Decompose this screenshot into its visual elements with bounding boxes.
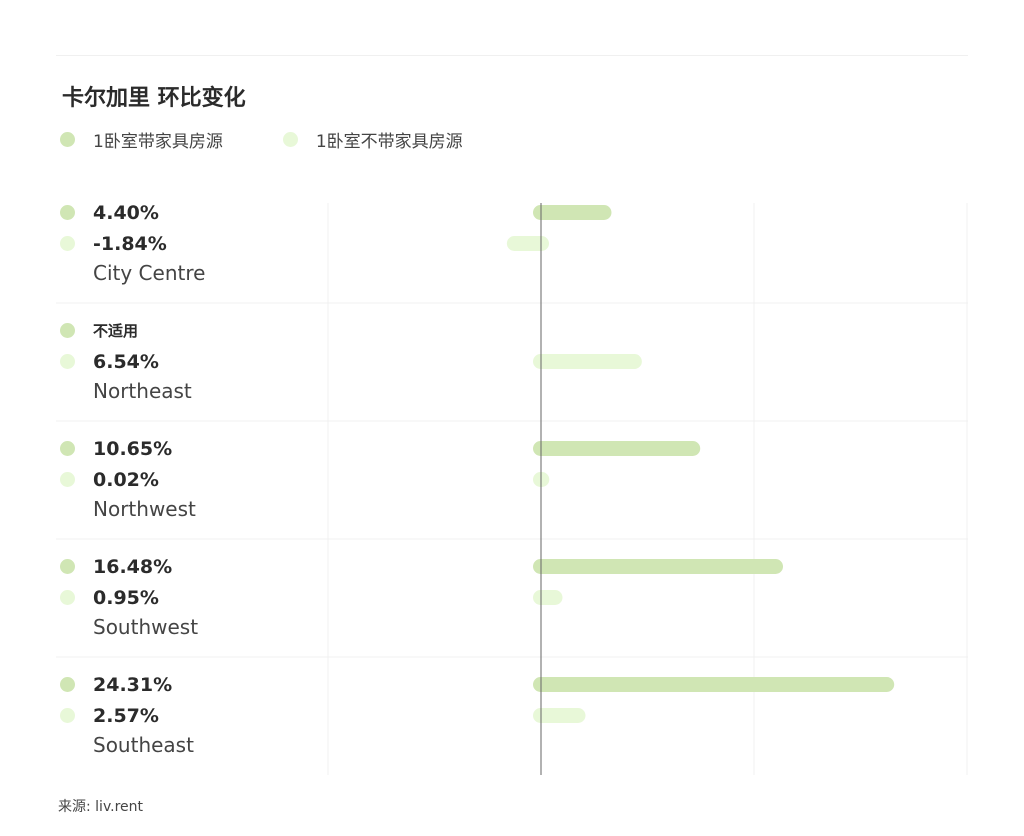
value-label: 6.54%	[60, 346, 320, 377]
chart-title: 卡尔加里 环比变化	[62, 86, 246, 111]
legend-item-furnished: 1卧室带家具房源	[60, 127, 223, 152]
bar	[533, 205, 612, 220]
bar	[533, 590, 563, 605]
legend-label: 1卧室带家具房源	[93, 132, 223, 152]
value-label: 不适用	[60, 315, 320, 346]
value-text: -1.84%	[93, 232, 167, 255]
series-dot	[60, 472, 75, 487]
category-label: Northeast	[93, 379, 192, 403]
series-dot	[60, 236, 75, 251]
value-text: 6.54%	[93, 350, 159, 373]
value-text: 0.95%	[93, 586, 159, 609]
bar	[533, 354, 642, 369]
value-label: 16.48%	[60, 551, 320, 582]
top-divider	[56, 55, 968, 56]
value-text: 24.31%	[93, 673, 173, 696]
bar	[506, 236, 549, 251]
bar	[533, 441, 701, 456]
source-note: 来源: liv.rent	[58, 799, 144, 815]
series-dot	[60, 559, 75, 574]
series-dot	[60, 205, 75, 220]
series-dot	[60, 590, 75, 605]
category-label: Northwest	[93, 497, 196, 521]
value-label: -1.84%	[60, 228, 320, 259]
legend-label: 1卧室不带家具房源	[315, 132, 463, 152]
category-row: 24.31% 2.57% Southeast	[60, 669, 320, 757]
series-dot	[60, 441, 75, 456]
series-dot	[60, 354, 75, 369]
legend: 1卧室带家具房源 1卧室不带家具房源	[60, 127, 463, 152]
bar	[533, 559, 784, 574]
legend-dot	[282, 132, 298, 147]
value-text: 4.40%	[93, 201, 159, 224]
series-dot	[60, 323, 75, 338]
series-dot	[60, 677, 75, 692]
value-label: 2.57%	[60, 700, 320, 731]
value-label: 10.65%	[60, 433, 320, 464]
value-label: 24.31%	[60, 669, 320, 700]
category-label: Southeast	[93, 733, 194, 757]
category-label: Southwest	[93, 615, 199, 639]
value-text: 16.48%	[93, 555, 173, 578]
category-row: 4.40% -1.84% City Centre	[60, 197, 320, 285]
value-text: 不适用	[93, 322, 139, 340]
legend-item-unfurnished: 1卧室不带家具房源	[282, 127, 463, 152]
category-label: City Centre	[93, 261, 206, 285]
value-label: 0.02%	[60, 464, 320, 495]
bar	[533, 677, 895, 692]
series-dot	[60, 708, 75, 723]
value-text: 0.02%	[93, 468, 159, 491]
category-row: 16.48% 0.95% Southwest	[60, 551, 320, 639]
bar	[533, 708, 586, 723]
value-label: 4.40%	[60, 197, 320, 228]
value-text: 2.57%	[93, 704, 159, 727]
category-row: 10.65% 0.02% Northwest	[60, 433, 320, 521]
value-label: 0.95%	[60, 582, 320, 613]
legend-dot	[60, 132, 75, 147]
value-text: 10.65%	[93, 437, 173, 460]
category-row: 不适用 6.54% Northeast	[60, 315, 320, 403]
